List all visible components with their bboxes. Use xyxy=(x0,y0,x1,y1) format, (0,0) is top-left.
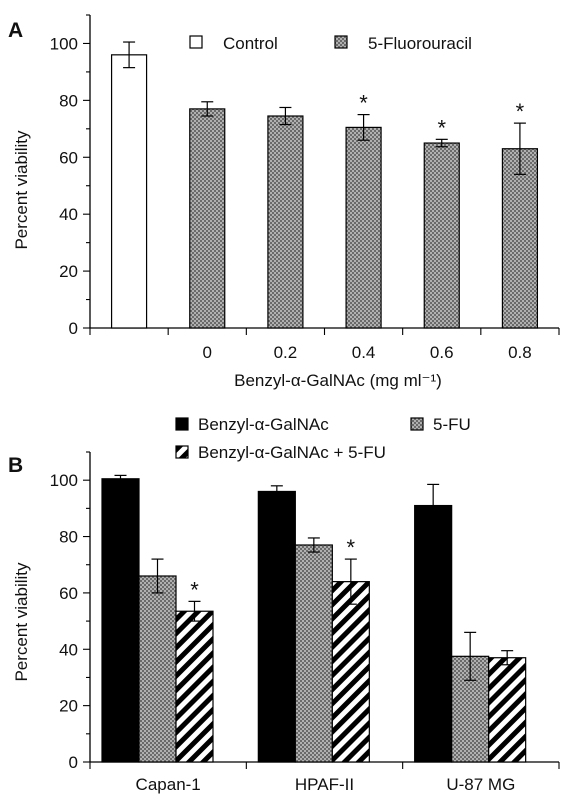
chart-b-legend: Benzyl-α-GalNAc 5-FU Benzyl-α-GalNAc + 5-F… xyxy=(175,415,471,462)
chart-a-xlabel: Benzyl-α-GalNAc (mg ml⁻¹) xyxy=(234,371,442,390)
chart-a-bar xyxy=(501,148,539,329)
chart-a-y-tick-label: 80 xyxy=(59,91,78,110)
panel-letter-b: B xyxy=(8,454,23,477)
chart-b-bars: ** xyxy=(101,474,527,763)
chart-a-x-tick-label: 0 xyxy=(203,343,212,362)
chart-b-bar xyxy=(101,478,140,763)
chart-b-y-tick-label: 40 xyxy=(59,640,78,659)
panel-a: A 0 20 40 60 80 100 0 0.2 0.4 0.6 0.8 * * * Control 5… xyxy=(8,14,560,390)
chart-b-bar xyxy=(488,657,527,763)
chart-b-legend-label: Benzyl-α-GalNAc xyxy=(198,415,329,434)
chart-b-legend-label: Benzyl-α-GalNAc + 5-FU xyxy=(198,443,386,462)
panel-letter-a: A xyxy=(8,19,23,42)
chart-b-bar xyxy=(257,490,296,763)
chart-b-bar xyxy=(414,504,453,763)
chart-b-x-tick-label: HPAF-II xyxy=(295,775,354,794)
chart-a-bar xyxy=(189,108,226,329)
chart-b-significance-mark: * xyxy=(190,577,199,602)
chart-a-legend: Control 5-Fluorouracil xyxy=(189,34,472,53)
chart-b-bar xyxy=(138,575,177,763)
chart-b-legend-label: 5-FU xyxy=(433,415,471,434)
chart-b-y-tick-label: 100 xyxy=(50,471,78,490)
chart-a-bar xyxy=(345,126,382,329)
chart-b-bar xyxy=(331,581,370,763)
chart-a-legend-label: Control xyxy=(223,34,278,53)
chart-a-y-tick-label: 0 xyxy=(69,319,78,338)
chart-a-axes: 0 20 40 60 80 100 0 0.2 0.4 0.6 0.8 xyxy=(50,14,560,362)
chart-b-legend-swatch xyxy=(175,417,189,431)
chart-a-x-tick-label: 0.8 xyxy=(508,343,532,362)
chart-a-ylabel: Percent viability xyxy=(12,130,31,250)
chart-a-y-tick-label: 60 xyxy=(59,148,78,167)
chart-a-bar xyxy=(267,115,304,329)
chart-a-significance-mark: * xyxy=(437,115,446,140)
chart-a-x-tick-label: 0.4 xyxy=(352,343,376,362)
chart-b-x-tick-label: Capan-1 xyxy=(136,775,201,794)
chart-a-legend-swatch xyxy=(334,35,348,49)
chart-b-bar xyxy=(175,610,214,763)
chart-a-significance-mark: * xyxy=(359,91,368,116)
chart-a-y-tick-label: 40 xyxy=(59,205,78,224)
chart-a-bars: * * * xyxy=(110,41,539,329)
chart-a-bar xyxy=(423,142,460,329)
chart-a-x-tick-label: 0.2 xyxy=(274,343,298,362)
chart-a-legend-label: 5-Fluorouracil xyxy=(368,34,472,53)
chart-b-x-tick-label: U-87 MG xyxy=(446,775,515,794)
chart-b-y-tick-label: 0 xyxy=(69,753,78,772)
chart-a-significance-mark: * xyxy=(516,99,525,124)
chart-a-y-tick-label: 100 xyxy=(50,34,78,53)
chart-a-bar xyxy=(110,54,148,329)
chart-b-legend-swatch xyxy=(410,417,424,431)
chart-b-ylabel: Percent viability xyxy=(12,562,31,682)
chart-a-x-tick-label: 0.6 xyxy=(430,343,454,362)
chart-a-y-tick-label: 20 xyxy=(59,262,78,281)
chart-b-y-tick-label: 80 xyxy=(59,528,78,547)
chart-b-y-tick-label: 20 xyxy=(59,697,78,716)
chart-b-bar xyxy=(294,544,333,763)
chart-b-significance-mark: * xyxy=(347,535,356,560)
chart-b-legend-swatch xyxy=(175,445,189,459)
chart-a-legend-swatch xyxy=(189,35,203,49)
chart-b-y-tick-label: 60 xyxy=(59,584,78,603)
